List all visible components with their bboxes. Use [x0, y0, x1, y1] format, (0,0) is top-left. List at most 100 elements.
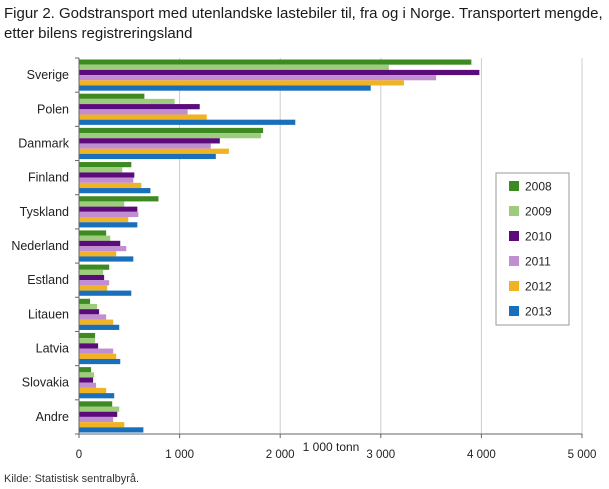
bar-andre-2010 — [79, 411, 118, 417]
legend-label-2010: 2010 — [525, 230, 552, 244]
bar-polen-2012 — [79, 114, 207, 120]
x-tick-label: 5 000 — [568, 449, 597, 461]
bar-slovakia-2010 — [79, 377, 94, 383]
bar-polen-2010 — [79, 104, 200, 110]
x-tick-label: 2 000 — [266, 449, 295, 461]
category-label: Litauen — [28, 307, 69, 321]
bar-latvia-2013 — [79, 358, 121, 365]
bar-tyskland-2011 — [79, 211, 139, 218]
bar-polen-2008 — [79, 93, 145, 99]
bar-litauen-2012 — [79, 319, 114, 325]
legend-swatch-2008 — [509, 181, 519, 191]
source-note: Kilde: Statistisk sentralbyrå. — [4, 473, 140, 485]
bar-nederland-2012 — [79, 251, 117, 257]
bar-litauen-2010 — [79, 309, 100, 315]
bar-finland-2011 — [79, 177, 134, 183]
bar-sverige-2011 — [79, 75, 437, 81]
bar-litauen-2013 — [79, 324, 120, 330]
bar-polen-2011 — [79, 109, 188, 115]
bar-latvia-2010 — [79, 343, 99, 349]
category-label: Estland — [27, 273, 69, 287]
bar-polen-2009 — [79, 98, 175, 105]
axis-layer — [75, 57, 583, 438]
bar-estland-2009 — [79, 269, 104, 275]
bar-andre-2013 — [79, 427, 144, 433]
category-label: Sverige — [27, 68, 69, 82]
category-label: Latvia — [36, 342, 69, 356]
bar-litauen-2009 — [79, 303, 98, 310]
legend-label-2008: 2008 — [525, 180, 552, 194]
bar-finland-2012 — [79, 182, 142, 189]
bar-andre-2008 — [79, 401, 113, 407]
legend-swatch-2013 — [509, 306, 519, 316]
bar-tyskland-2010 — [79, 206, 138, 212]
x-tick-label: 1 000 — [165, 449, 194, 461]
bar-andre-2009 — [79, 406, 120, 412]
bar-finland-2008 — [79, 162, 132, 168]
bar-latvia-2008 — [79, 332, 96, 339]
bar-slovakia-2011 — [79, 382, 97, 388]
bar-layer — [79, 59, 480, 433]
category-label: Tyskland — [20, 205, 69, 219]
category-label: Nederland — [11, 239, 69, 253]
bar-estland-2010 — [79, 274, 105, 281]
bar-danmark-2009 — [79, 133, 262, 139]
bar-andre-2012 — [79, 422, 125, 428]
bar-estland-2011 — [79, 280, 110, 286]
legend-swatch-2012 — [509, 281, 519, 291]
bar-litauen-2011 — [79, 314, 107, 320]
bar-estland-2008 — [79, 264, 110, 270]
x-axis-title: 1 000 tonn — [303, 440, 360, 454]
bar-latvia-2012 — [79, 353, 117, 359]
bar-nederland-2010 — [79, 240, 121, 246]
bar-danmark-2010 — [79, 138, 220, 144]
legend-swatch-2010 — [509, 231, 519, 241]
bar-slovakia-2012 — [79, 387, 107, 394]
bar-tyskland-2008 — [79, 196, 159, 202]
bar-estland-2012 — [79, 285, 108, 291]
bar-slovakia-2009 — [79, 372, 95, 378]
bar-estland-2013 — [79, 290, 132, 296]
category-label: Finland — [28, 171, 69, 185]
bar-danmark-2011 — [79, 143, 211, 149]
label-layer: 0 1 000 2 000 3 000 4 000 5 000 Sverige Polen Da… — [11, 68, 596, 461]
legend-swatch-2009 — [509, 206, 519, 216]
bar-tyskland-2009 — [79, 201, 125, 207]
bar-latvia-2011 — [79, 348, 114, 354]
bar-sverige-2010 — [79, 69, 480, 76]
bar-danmark-2012 — [79, 148, 229, 154]
legend-label-2013: 2013 — [525, 305, 552, 319]
bar-slovakia-2008 — [79, 367, 92, 373]
bar-nederland-2008 — [79, 230, 107, 236]
bar-latvia-2009 — [79, 338, 96, 344]
bar-danmark-2008 — [79, 127, 264, 134]
bar-sverige-2008 — [79, 59, 472, 65]
bar-sverige-2013 — [79, 85, 371, 91]
legend-box — [495, 172, 570, 326]
bar-finland-2010 — [79, 172, 135, 178]
legend-swatch-2011 — [509, 256, 519, 266]
bar-sverige-2009 — [79, 64, 389, 70]
bar-finland-2013 — [79, 188, 151, 194]
x-tick-label: 0 — [76, 449, 82, 461]
category-label: Polen — [37, 102, 69, 116]
legend-label-2009: 2009 — [525, 205, 552, 219]
bar-nederland-2009 — [79, 235, 111, 241]
x-tick-label: 4 000 — [467, 449, 496, 461]
legend: 2008 2009 2010 2011 2012 2013 — [495, 172, 570, 326]
bar-danmark-2013 — [79, 153, 216, 160]
bar-litauen-2008 — [79, 298, 91, 304]
category-label: Andre — [36, 410, 69, 424]
chart-title: Figur 2. Godstransport med utenlandske l… — [4, 5, 603, 42]
bar-nederland-2011 — [79, 246, 127, 252]
bar-finland-2009 — [79, 167, 123, 173]
category-label: Slovakia — [22, 376, 69, 390]
category-label: Danmark — [18, 136, 69, 150]
legend-label-2011: 2011 — [525, 255, 551, 269]
bar-tyskland-2013 — [79, 222, 138, 228]
legend-label-2012: 2012 — [525, 280, 552, 294]
bar-sverige-2012 — [79, 80, 404, 86]
bar-slovakia-2013 — [79, 393, 115, 399]
bar-polen-2013 — [79, 119, 296, 125]
